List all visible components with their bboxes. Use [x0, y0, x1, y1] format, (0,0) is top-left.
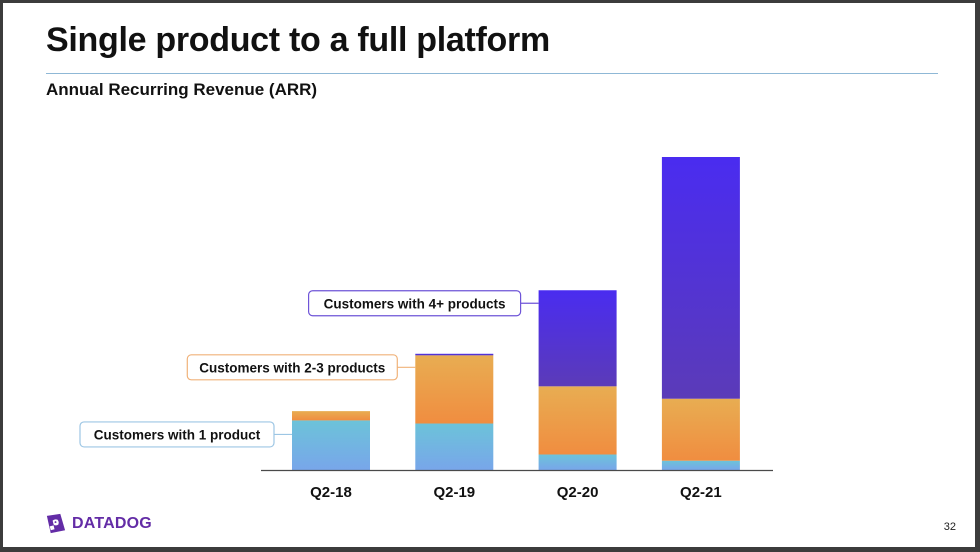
slide: Single product to a full platform Annual…	[3, 3, 975, 547]
callout-twothree: Customers with 2-3 products	[186, 354, 416, 381]
callout-box-one	[79, 421, 275, 448]
callout-box-fourplus	[308, 290, 522, 317]
callout-fourplus: Customers with 4+ products	[308, 290, 539, 317]
slide-title: Single product to a full platform	[46, 21, 550, 59]
callout-one: Customers with 1 product	[79, 421, 292, 448]
page-number: 32	[943, 521, 956, 533]
chart-subtitle: Annual Recurring Revenue (ARR)	[46, 80, 318, 99]
bar-q2-21-fourplus	[661, 157, 740, 399]
title-divider	[46, 73, 938, 74]
bar-q2-18-twothree	[292, 411, 370, 421]
bar-q2-18-one	[292, 420, 370, 470]
legend-label-one: Customers with 1 product	[94, 427, 261, 442]
datadog-logo: DATADOG	[44, 512, 152, 535]
legend-label-twothree: Customers with 2-3 products	[199, 360, 385, 375]
x-tick-label-q2-19: Q2-19	[433, 484, 475, 501]
x-tick-label-q2-21: Q2-21	[680, 484, 722, 501]
datadog-dog-icon	[46, 513, 66, 534]
bar-q2-20-twothree	[538, 386, 617, 455]
bar-q2-19-twothree	[415, 355, 494, 424]
arr-stacked-bar-chart: Customers with 1 product Customers with 2…	[79, 157, 773, 501]
callout-box-twothree	[186, 354, 398, 381]
x-tick-label-q2-20: Q2-20	[557, 484, 599, 501]
x-tick-label-q2-18: Q2-18	[310, 484, 352, 501]
bar-q2-21-twothree	[661, 398, 740, 461]
bar-q2-21-one	[661, 460, 740, 470]
logo-text: DATADOG	[72, 514, 152, 532]
bar-q2-20-one	[538, 454, 617, 470]
bar-q2-19-fourplus	[415, 353, 494, 356]
bar-q2-19-one	[415, 423, 494, 470]
bar-q2-20-fourplus	[538, 290, 617, 387]
legend-label-fourplus: Customers with 4+ products	[324, 296, 506, 311]
